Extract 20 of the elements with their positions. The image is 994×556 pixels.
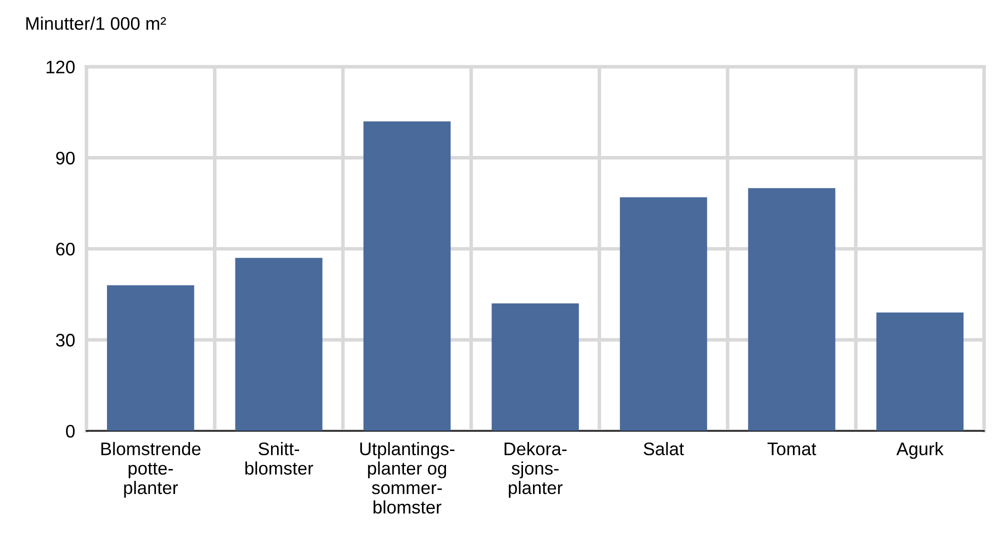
bar — [876, 312, 964, 431]
bar — [106, 285, 194, 431]
bar — [620, 197, 708, 431]
bar — [235, 258, 322, 431]
x-tick-label: Agurk — [896, 442, 944, 459]
bar — [363, 121, 451, 431]
x-tick-label: Tomat — [768, 442, 816, 456]
y-tick-label: 120 — [46, 60, 75, 74]
bar — [492, 303, 579, 431]
bar — [748, 188, 836, 431]
y-tick-label: 60 — [56, 242, 75, 256]
x-tick-label: Utplantings- planter og sommer- blomster — [360, 442, 454, 514]
y-axis-title: Minutter/1 000 m² — [26, 16, 166, 30]
y-tick-label: 0 — [66, 424, 75, 438]
x-tick-label: Blomstrende potte- planter — [101, 442, 200, 498]
x-tick-label: Snitt- blomster — [245, 442, 314, 475]
x-tick-label: Dekora- sjons- planter — [504, 442, 567, 498]
y-tick-label: 30 — [56, 334, 75, 347]
x-tick-label: Salat — [644, 442, 684, 456]
y-tick-label: 90 — [56, 152, 75, 164]
